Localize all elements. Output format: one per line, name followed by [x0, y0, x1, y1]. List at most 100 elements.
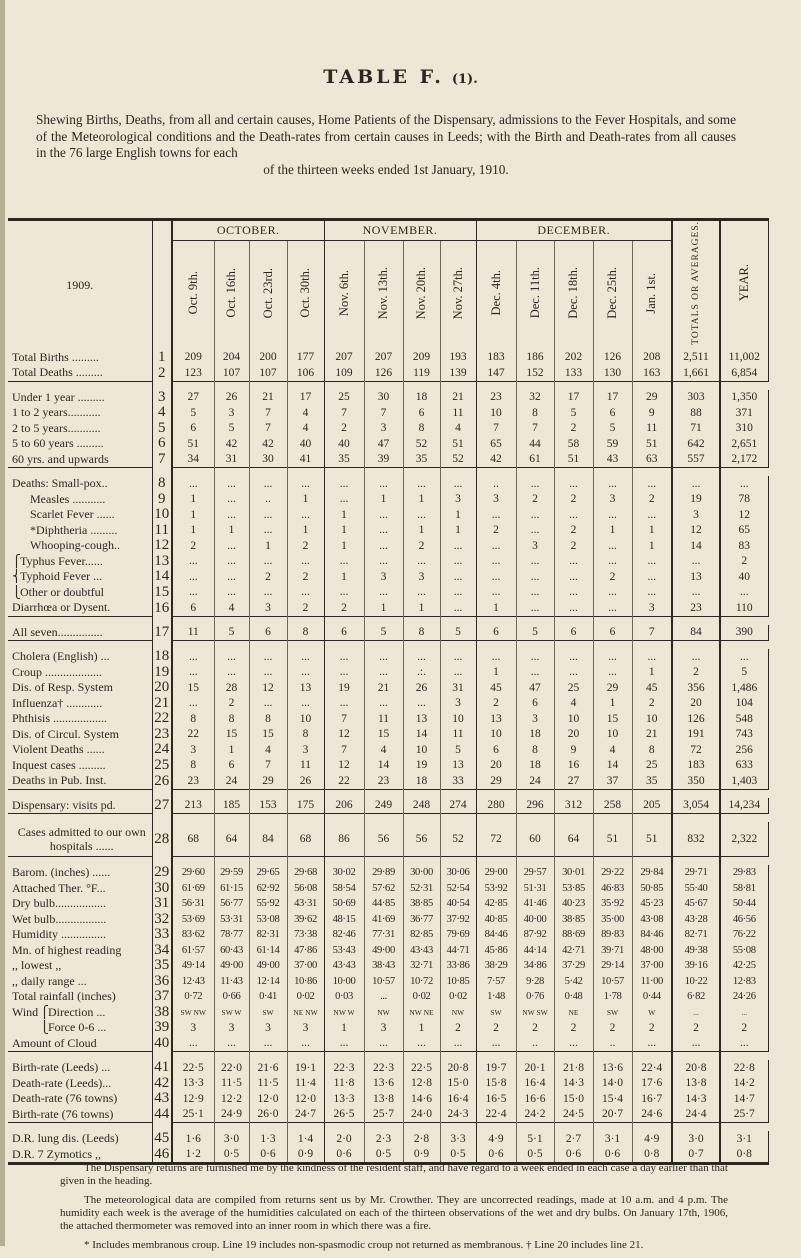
week-value-cell: ... — [248, 476, 287, 492]
total-cell: 356 — [671, 680, 720, 696]
year-cell: 55·08 — [719, 942, 769, 959]
total-cell: 43·28 — [671, 911, 720, 928]
year-cell: ... — [719, 584, 769, 601]
week-value-cell: 15 — [248, 726, 287, 743]
week-value-cell: 25 — [553, 680, 593, 696]
week-value-cell: 29·89 — [363, 865, 403, 881]
week-value-cell: 22·4 — [631, 1060, 672, 1076]
row-label-text: Typhus Fever...... — [20, 553, 103, 568]
week-value-cell: ... — [248, 664, 287, 681]
week-value-cell: 35·00 — [592, 911, 632, 928]
statistics-table: 1909. OCTOBER. NOVEMBER. DECEMBER. TOTAL… — [8, 218, 769, 1166]
row-label: Wet bulb................. — [8, 912, 152, 928]
week-value-cell: 24·6 — [631, 1106, 672, 1123]
year-cell: 633 — [719, 757, 769, 774]
total-cell: 3,054 — [671, 797, 720, 814]
week-value-cell: 25 — [323, 389, 364, 406]
week-value-cell: 52 — [439, 451, 476, 468]
table-row: 5 to 60 years ......... 6 51 42 42 40 40 47 52 51… — [8, 436, 769, 452]
week-value-cell: ... — [363, 584, 403, 601]
week-value-cell: 10·86 — [286, 973, 324, 990]
week-value-cell: 23 — [171, 773, 214, 790]
total-cell: 55·40 — [671, 880, 720, 897]
footnote-meteorological: The meteorological data are compiled fro… — [60, 1194, 728, 1232]
row-label: D.R. lung dis. (Leeds) — [8, 1131, 152, 1147]
week-value-cell: 20 — [553, 726, 593, 743]
table-title-suffix: (1). — [451, 72, 478, 87]
row-label-text: Birth-rate (76 towns) — [12, 1106, 114, 1121]
week-value-cell: 2 — [515, 1020, 554, 1036]
divider-cell — [8, 640, 152, 650]
month-november: NOVEMBER. — [323, 219, 476, 242]
row-number: 21 — [151, 696, 173, 712]
week-value-cell: 126 — [363, 365, 403, 382]
week-value-cell: 16·4 — [515, 1075, 554, 1092]
week-header-label: Nov. 6th. — [336, 269, 351, 316]
table-row: D.R. lung dis. (Leeds) 45 1·6 3·0 1·3 1·4 2·0 2… — [8, 1131, 769, 1147]
divider-cell — [151, 1051, 173, 1061]
row-number: 31 — [151, 896, 173, 912]
week-value-cell: 1 — [286, 491, 324, 508]
week-value-cell: ... — [286, 584, 324, 601]
week-value-cell: 30·06 — [439, 865, 476, 881]
week-value-cell: ... — [171, 569, 214, 585]
week-value-cell: 64 — [553, 822, 593, 857]
row-label: Mn. of highest reading — [8, 943, 152, 959]
divider-cell — [171, 640, 214, 650]
week-value-cell: 78·77 — [213, 927, 249, 943]
week-value-cell: 18 — [402, 773, 440, 790]
row-label: Humidity ............... — [8, 927, 152, 943]
week-value-cell: 53·85 — [553, 880, 593, 897]
week-value-cell: 274 — [439, 797, 476, 814]
year-cell: 743 — [719, 726, 769, 743]
week-value-cell: 38·29 — [475, 958, 516, 974]
row-label-text: Birth-rate (Leeds) ... — [12, 1060, 111, 1075]
week-value-cell: 8 — [171, 711, 214, 727]
year-label: 1909. — [66, 277, 94, 292]
week-value-cell: 5 — [553, 405, 593, 421]
week-value-cell: 19·1 — [286, 1060, 324, 1076]
table-row: Scarlet Fever ...... 10 1......... 1...... 1… — [8, 507, 769, 523]
divider-cell — [323, 640, 364, 650]
week-value-cell: 56·77 — [213, 896, 249, 912]
week-value-cell: SW — [475, 1004, 516, 1021]
week-value-cell: 24·9 — [213, 1106, 249, 1123]
week-value-cell: 21·6 — [248, 1060, 287, 1076]
week-value-cell: 312 — [553, 797, 593, 814]
divider-cell — [553, 467, 593, 477]
year-cell: ... — [719, 649, 769, 665]
week-value-cell: 4 — [248, 742, 287, 758]
week-value-cell: ... — [213, 1035, 249, 1052]
week-value-cell: 51 — [439, 436, 476, 452]
week-value-cell: 3 — [286, 1020, 324, 1036]
week-value-cell: 10 — [439, 711, 476, 727]
week-value-cell: ... — [213, 553, 249, 570]
week-value-cell: SW — [248, 1004, 287, 1021]
divider-cell — [8, 1051, 152, 1061]
row-label-text: Cases admitted to our own hospitals ....… — [17, 825, 146, 854]
week-value-cell: 9 — [553, 742, 593, 758]
divider-cell — [363, 380, 403, 390]
row-label: Total Births ......... — [8, 350, 152, 366]
table-title: TABLE F. — [323, 66, 444, 88]
total-cell: 20·8 — [671, 1060, 720, 1076]
divider-cell — [671, 615, 720, 625]
row-number: 6 — [151, 436, 173, 452]
week-value-cell: 1 — [286, 522, 324, 539]
week-value-cell: 10 — [475, 726, 516, 743]
row-number: 32 — [151, 912, 173, 928]
table-row: Influenza† ............ 21... 2...........… — [8, 696, 769, 712]
divider-cell — [475, 813, 516, 823]
week-value-cell: ... — [171, 1035, 214, 1052]
week-value-cell: ... — [631, 507, 672, 523]
table-row: Death-rate (Leeds)... 42 13·3 11·5 11·5 11·4 1… — [8, 1075, 769, 1092]
week-header-label: Oct. 9th. — [185, 271, 200, 315]
divider-cell — [553, 380, 593, 390]
divider-cell — [248, 1051, 287, 1061]
section-divider — [8, 788, 768, 798]
divider-cell — [592, 1051, 632, 1061]
row-label-text: 60 yrs. and upwards — [12, 451, 109, 466]
week-value-cell: ... — [439, 538, 476, 554]
week-value-cell: 9 — [631, 405, 672, 421]
week-value-cell: ... — [631, 649, 672, 665]
